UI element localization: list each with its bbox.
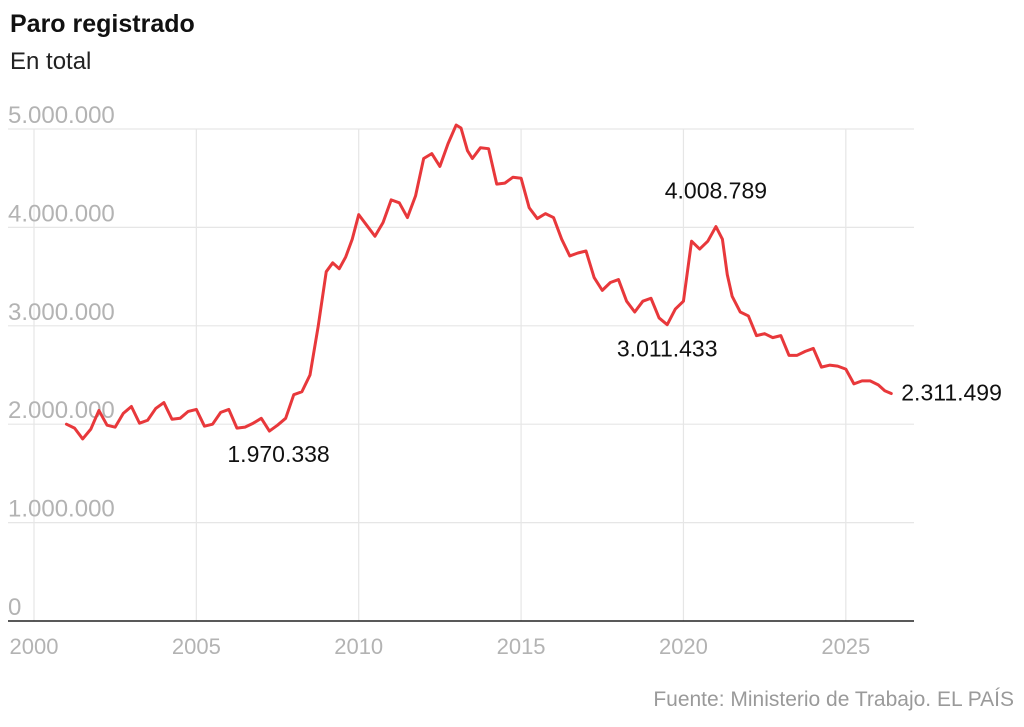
x-tick-label: 2010 bbox=[334, 634, 383, 659]
x-tick-label: 2000 bbox=[10, 634, 59, 659]
data-label: 3.011.433 bbox=[617, 336, 718, 362]
y-tick-label: 1.000.000 bbox=[8, 496, 115, 523]
y-tick-label: 0 bbox=[8, 594, 21, 621]
series-line bbox=[66, 125, 891, 439]
data-label: 1.970.338 bbox=[227, 441, 329, 467]
data-label: 2.311.499 bbox=[901, 380, 1002, 406]
x-tick-label: 2020 bbox=[659, 634, 708, 659]
grid-layer bbox=[8, 129, 914, 621]
y-tick-label: 5.000.000 bbox=[8, 102, 115, 129]
y-tick-label: 3.000.000 bbox=[8, 299, 115, 326]
x-tick-label: 2005 bbox=[172, 634, 221, 659]
axis-layer: 01.000.0002.000.0003.000.0004.000.0005.0… bbox=[8, 102, 914, 659]
series-layer bbox=[66, 125, 891, 439]
source-note: Fuente: Ministerio de Trabajo. EL PAÍS bbox=[653, 688, 1014, 712]
x-tick-label: 2025 bbox=[821, 634, 870, 659]
data-label: 4.008.789 bbox=[665, 178, 767, 204]
y-tick-label: 4.000.000 bbox=[8, 200, 115, 227]
x-tick-label: 2015 bbox=[497, 634, 546, 659]
